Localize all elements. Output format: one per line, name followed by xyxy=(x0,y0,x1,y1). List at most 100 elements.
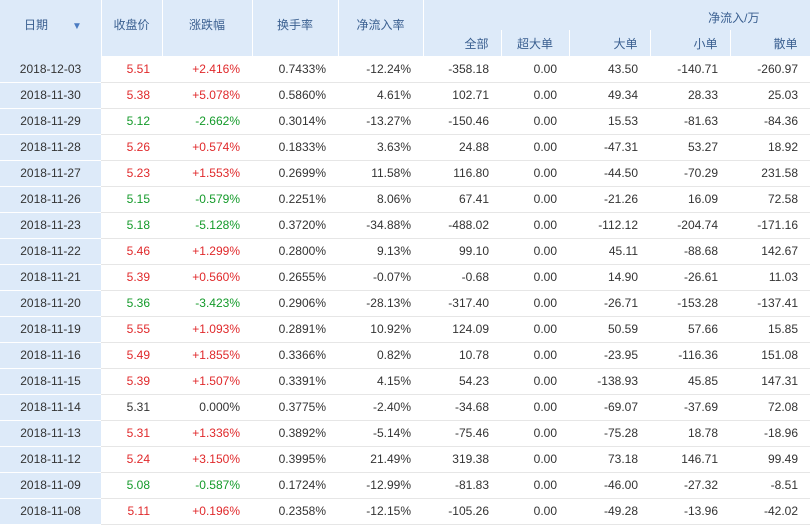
all-cell: -0.68 xyxy=(423,264,501,291)
net-inflow-rate-cell: -2.40% xyxy=(338,394,423,421)
small-cell: 57.66 xyxy=(650,316,730,343)
retail-cell: -18.96 xyxy=(730,420,810,447)
close-cell: 5.11 xyxy=(101,498,162,525)
table-row[interactable]: 2018-11-26 5.15 -0.579% 0.2251% 8.06% 67.41 0.… xyxy=(0,186,810,213)
turnover-cell: 0.5860% xyxy=(252,82,338,109)
table-row[interactable]: 2018-11-08 5.11 +0.196% 0.2358% -12.15% -105.… xyxy=(0,498,810,525)
change-cell: +0.574% xyxy=(162,134,252,161)
extra-large-header[interactable]: 超大单 xyxy=(501,30,570,56)
table-row[interactable]: 2018-12-03 5.51 +2.416% 0.7433% -12.24% -358.… xyxy=(0,56,810,83)
change-cell: +1.553% xyxy=(162,160,252,187)
small-cell: 18.78 xyxy=(650,420,730,447)
change-cell: -5.128% xyxy=(162,212,252,239)
date-cell: 2018-11-28 xyxy=(0,134,101,161)
all-cell: -75.46 xyxy=(423,420,501,447)
table-row[interactable]: 2018-11-16 5.49 +1.855% 0.3366% 0.82% 10.78 0.… xyxy=(0,342,810,369)
close-header[interactable]: 收盘价 xyxy=(101,0,163,56)
large-cell: -44.50 xyxy=(569,160,650,187)
all-cell: -358.18 xyxy=(423,56,501,83)
extra-large-cell: 0.00 xyxy=(501,472,569,499)
table-row[interactable]: 2018-11-19 5.55 +1.093% 0.2891% 10.92% 124.09… xyxy=(0,316,810,343)
extra-large-cell: 0.00 xyxy=(501,446,569,473)
net-inflow-rate-cell: -12.15% xyxy=(338,498,423,525)
table-row[interactable]: 2018-11-21 5.39 +0.560% 0.2655% -0.07% -0.68 0… xyxy=(0,264,810,291)
table-row[interactable]: 2018-11-12 5.24 +3.150% 0.3995% 21.49% 319.38… xyxy=(0,446,810,473)
retail-cell: 151.08 xyxy=(730,342,810,369)
all-header[interactable]: 全部 xyxy=(423,30,502,56)
change-header[interactable]: 涨跌幅 xyxy=(162,0,253,56)
large-cell: 43.50 xyxy=(569,56,650,83)
close-cell: 5.18 xyxy=(101,212,162,239)
close-cell: 5.51 xyxy=(101,56,162,83)
change-cell: 0.000% xyxy=(162,394,252,421)
date-cell: 2018-11-22 xyxy=(0,238,101,265)
table-row[interactable]: 2018-11-13 5.31 +1.336% 0.3892% -5.14% -75.46… xyxy=(0,420,810,447)
change-cell: +1.299% xyxy=(162,238,252,265)
turnover-cell: 0.2251% xyxy=(252,186,338,213)
close-cell: 5.24 xyxy=(101,446,162,473)
date-header[interactable]: 日期 ▼ xyxy=(0,0,102,56)
turnover-cell: 0.1833% xyxy=(252,134,338,161)
small-cell: -70.29 xyxy=(650,160,730,187)
table-row[interactable]: 2018-11-27 5.23 +1.553% 0.2699% 11.58% 116.80… xyxy=(0,160,810,187)
small-cell: 16.09 xyxy=(650,186,730,213)
turnover-cell: 0.3391% xyxy=(252,368,338,395)
net-inflow-rate-cell: -28.13% xyxy=(338,290,423,317)
small-cell: -204.74 xyxy=(650,212,730,239)
change-cell: -2.662% xyxy=(162,108,252,135)
date-cell: 2018-11-15 xyxy=(0,368,101,395)
large-cell: -26.71 xyxy=(569,290,650,317)
table-row[interactable]: 2018-11-15 5.39 +1.507% 0.3391% 4.15% 54.23 0.… xyxy=(0,368,810,395)
small-header[interactable]: 小单 xyxy=(650,30,731,56)
all-cell: 116.80 xyxy=(423,160,501,187)
turnover-cell: 0.3014% xyxy=(252,108,338,135)
turnover-cell: 0.7433% xyxy=(252,56,338,83)
extra-large-cell: 0.00 xyxy=(501,420,569,447)
small-cell: -88.68 xyxy=(650,238,730,265)
close-cell: 5.08 xyxy=(101,472,162,499)
extra-large-cell: 0.00 xyxy=(501,264,569,291)
turnover-cell: 0.2358% xyxy=(252,498,338,525)
large-header[interactable]: 大单 xyxy=(569,30,651,56)
retail-cell: 18.92 xyxy=(730,134,810,161)
change-cell: +0.196% xyxy=(162,498,252,525)
table-row[interactable]: 2018-11-09 5.08 -0.587% 0.1724% -12.99% -81.8… xyxy=(0,472,810,499)
net-inflow-rate-cell: 21.49% xyxy=(338,446,423,473)
retail-cell: 72.08 xyxy=(730,394,810,421)
large-cell: -69.07 xyxy=(569,394,650,421)
extra-large-cell: 0.00 xyxy=(501,108,569,135)
date-cell: 2018-11-21 xyxy=(0,264,101,291)
table-row[interactable]: 2018-11-23 5.18 -5.128% 0.3720% -34.88% -488.… xyxy=(0,212,810,239)
turnover-cell: 0.2655% xyxy=(252,264,338,291)
large-cell: 14.90 xyxy=(569,264,650,291)
date-cell: 2018-11-14 xyxy=(0,394,101,421)
table-row[interactable]: 2018-11-29 5.12 -2.662% 0.3014% -13.27% -150.… xyxy=(0,108,810,135)
close-cell: 5.26 xyxy=(101,134,162,161)
small-cell: 45.85 xyxy=(650,368,730,395)
net-inflow-rate-cell: -5.14% xyxy=(338,420,423,447)
net-inflow-rate-cell: -34.88% xyxy=(338,212,423,239)
table-row[interactable]: 2018-11-14 5.31 0.000% 0.3775% -2.40% -34.68 0… xyxy=(0,394,810,421)
table-row[interactable]: 2018-11-22 5.46 +1.299% 0.2800% 9.13% 99.10 0.… xyxy=(0,238,810,265)
table-row[interactable]: 2018-11-28 5.26 +0.574% 0.1833% 3.63% 24.88 0.… xyxy=(0,134,810,161)
all-cell: 10.78 xyxy=(423,342,501,369)
small-cell: -116.36 xyxy=(650,342,730,369)
net-inflow-rate-cell: 8.06% xyxy=(338,186,423,213)
change-cell: +0.560% xyxy=(162,264,252,291)
net-inflow-rate-header[interactable]: 净流入率 xyxy=(338,0,424,56)
sort-down-icon[interactable]: ▼ xyxy=(72,21,82,32)
large-cell: 50.59 xyxy=(569,316,650,343)
close-cell: 5.38 xyxy=(101,82,162,109)
extra-large-cell: 0.00 xyxy=(501,368,569,395)
all-cell: -34.68 xyxy=(423,394,501,421)
retail-header[interactable]: 散单 xyxy=(730,30,810,56)
turnover-header[interactable]: 换手率 xyxy=(252,0,339,56)
table-row[interactable]: 2018-11-20 5.36 -3.423% 0.2906% -28.13% -317.… xyxy=(0,290,810,317)
change-cell: +1.507% xyxy=(162,368,252,395)
date-cell: 2018-11-26 xyxy=(0,186,101,213)
table-row[interactable]: 2018-11-30 5.38 +5.078% 0.5860% 4.61% 102.71 0… xyxy=(0,82,810,109)
small-cell: 146.71 xyxy=(650,446,730,473)
small-cell: 53.27 xyxy=(650,134,730,161)
all-cell: -150.46 xyxy=(423,108,501,135)
